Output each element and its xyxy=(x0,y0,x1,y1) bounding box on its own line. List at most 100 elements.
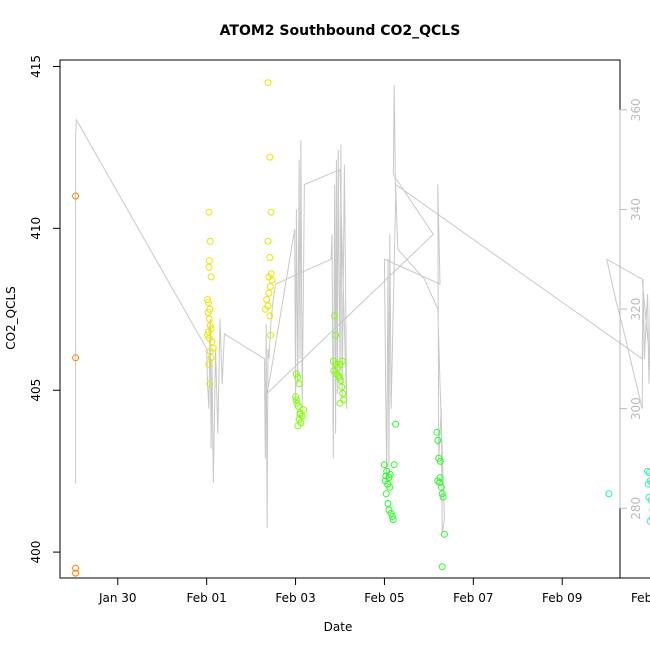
data-point-2-28 xyxy=(336,399,344,407)
data-point-1-19 xyxy=(205,360,213,368)
data-point-1-10 xyxy=(206,322,214,329)
data-point-1-31 xyxy=(263,296,271,304)
data-point-1-8 xyxy=(204,309,212,316)
data-point-3-23 xyxy=(439,493,447,501)
data-point-3-17 xyxy=(434,436,442,444)
data-point-2-5 xyxy=(294,402,302,410)
data-point-1-17 xyxy=(206,347,214,355)
data-point-2-1 xyxy=(294,373,302,381)
data-point-2-27 xyxy=(340,396,348,404)
data-point-1-1 xyxy=(206,237,214,245)
data-point-2-13 xyxy=(296,411,304,418)
data-point-3-7 xyxy=(384,500,392,507)
x-tick-label-2: Feb 03 xyxy=(275,591,315,605)
data-point-3-22 xyxy=(438,490,446,498)
data-point-2-25 xyxy=(338,383,346,391)
data-point-1-18 xyxy=(207,354,215,362)
data-point-3-16 xyxy=(433,428,441,436)
data-point-2-15 xyxy=(332,331,340,339)
data-point-1-35 xyxy=(267,331,275,339)
data-point-2-10 xyxy=(294,422,302,430)
y2-tick-label-0: 280 xyxy=(629,497,643,520)
data-point-3-13 xyxy=(392,420,400,428)
data-point-5-0 xyxy=(644,467,650,475)
data-point-3-12 xyxy=(390,461,398,469)
axes-layer: Jan 30 Feb 01 Feb 03 Feb 05 Feb 07 Feb 09 Feb … xyxy=(29,55,650,605)
data-point-0-0 xyxy=(72,192,80,200)
data-point-3-6 xyxy=(382,490,390,498)
data-point-3-27 xyxy=(436,479,444,486)
data-point-1-15 xyxy=(208,338,216,346)
data-point-5-11 xyxy=(646,517,650,525)
data-point-0-2 xyxy=(72,564,80,572)
data-point-3-24 xyxy=(436,457,444,465)
data-point-1-24 xyxy=(264,237,272,245)
data-point-3-15 xyxy=(386,470,394,478)
data-point-3-11 xyxy=(388,513,396,520)
data-point-1-21 xyxy=(264,79,272,87)
y-tick-label-0: 400 xyxy=(29,541,43,564)
data-point-1-3 xyxy=(205,263,213,271)
data-point-1-34 xyxy=(266,312,274,320)
data-point-1-4 xyxy=(207,273,215,281)
data-point-2-29 xyxy=(334,372,342,380)
data-point-3-5 xyxy=(386,483,394,491)
data-point-1-33 xyxy=(261,305,269,313)
data-point-3-21 xyxy=(437,483,445,491)
data-point-2-26 xyxy=(339,390,347,397)
data-point-1-9 xyxy=(205,315,213,323)
data-point-5-3 xyxy=(648,479,650,486)
data-point-0-3 xyxy=(72,569,80,577)
data-point-2-3 xyxy=(292,393,300,401)
y2-tick-label-4: 360 xyxy=(629,98,643,121)
secondary-line-layer xyxy=(75,84,650,534)
data-point-3-10 xyxy=(389,516,397,524)
y2-tick-label-1: 300 xyxy=(629,397,643,420)
data-point-2-4 xyxy=(293,399,301,407)
data-point-2-14 xyxy=(331,312,339,320)
data-point-3-20 xyxy=(434,477,442,485)
data-point-2-23 xyxy=(330,367,338,375)
x-tick-label-5: Feb 09 xyxy=(542,591,582,605)
x-tick-label-4: Feb 07 xyxy=(453,591,493,605)
y-tick-label-3: 415 xyxy=(29,55,43,78)
data-point-1-23 xyxy=(267,208,275,216)
x-tick-label-3: Feb 05 xyxy=(364,591,404,605)
data-point-1-20 xyxy=(206,380,214,388)
data-point-2-20 xyxy=(338,357,346,365)
data-point-3-25 xyxy=(440,530,448,538)
data-point-1-12 xyxy=(204,328,212,336)
data-point-4-0 xyxy=(605,490,613,498)
y2-tick-label-2: 320 xyxy=(629,298,643,321)
data-point-2-2 xyxy=(295,380,303,388)
x-tick-label-1: Feb 01 xyxy=(186,591,226,605)
data-point-1-2 xyxy=(205,257,213,265)
data-point-3-14 xyxy=(382,472,390,480)
data-point-5-1 xyxy=(645,469,650,477)
data-point-2-12 xyxy=(292,396,300,404)
data-point-5-5 xyxy=(645,493,650,501)
points-layer xyxy=(72,79,650,577)
data-point-5-13 xyxy=(644,480,650,488)
data-point-1-6 xyxy=(204,299,212,307)
data-point-2-11 xyxy=(300,406,308,414)
x-axis-label: Date xyxy=(324,620,353,634)
data-point-1-25 xyxy=(266,254,274,261)
y2-tick-label-3: 340 xyxy=(629,198,643,221)
data-point-1-5 xyxy=(204,296,212,304)
data-point-1-29 xyxy=(266,283,274,291)
y-axis-label: CO2_QCLS xyxy=(4,286,18,350)
x-tick-label-6: Feb 11 xyxy=(631,591,650,605)
y-tick-label-2: 410 xyxy=(29,217,43,240)
data-point-2-0 xyxy=(292,370,300,378)
secondary-series-line xyxy=(75,84,650,534)
data-point-0-1 xyxy=(72,354,80,362)
data-point-1-22 xyxy=(266,153,274,161)
data-point-1-30 xyxy=(265,289,273,297)
data-point-1-0 xyxy=(205,208,213,216)
data-point-1-28 xyxy=(268,276,276,284)
data-point-5-6 xyxy=(647,496,650,504)
data-point-3-26 xyxy=(438,563,446,571)
chart-title: ATOM2 Southbound CO2_QCLS xyxy=(220,23,461,39)
